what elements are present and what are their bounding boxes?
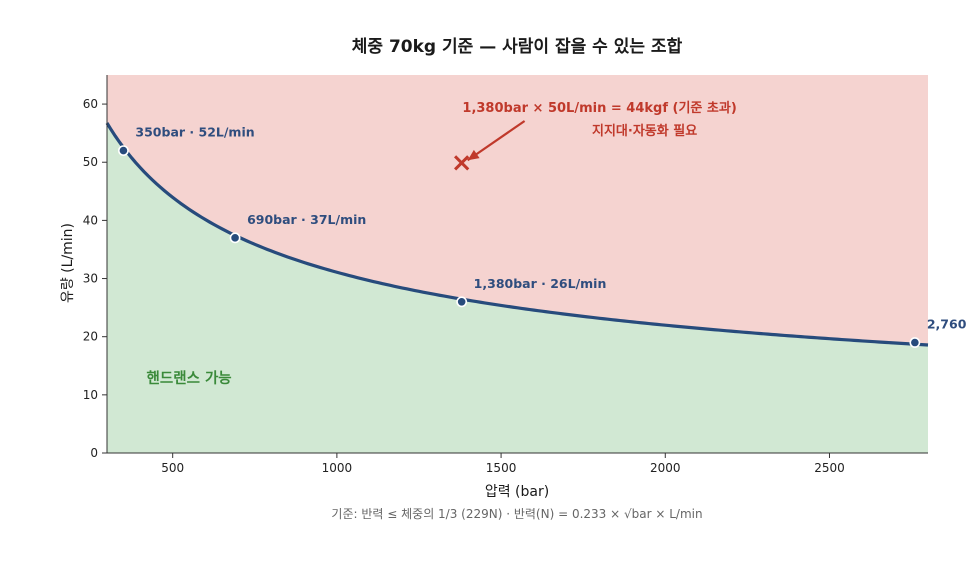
y-tick-label: 60 [83, 97, 98, 111]
annotation-line-2: 지지대·자동화 필요 [592, 123, 697, 139]
y-tick-label: 20 [83, 330, 98, 344]
y-tick-label: 30 [83, 272, 98, 286]
x-tick-label: 1000 [322, 461, 353, 475]
formula-note: 기준: 반력 ≤ 체중의 1/3 (229N) · 반력(N) = 0.233 … [331, 507, 702, 521]
y-tick-label: 50 [83, 155, 98, 169]
x-axis-label: 압력 (bar) [485, 484, 549, 500]
data-point-label: 350bar · 52L/min [135, 125, 254, 140]
y-tick-label: 10 [83, 388, 98, 402]
data-point-label: 1,380bar · 26L/min [474, 276, 607, 291]
y-tick-label: 40 [83, 213, 98, 227]
data-point [457, 297, 466, 306]
x-tick-label: 2000 [650, 461, 681, 475]
x-tick-label: 2500 [814, 461, 845, 475]
x-tick-label: 500 [161, 461, 184, 475]
annotation-line-1: 1,380bar × 50L/min = 44kgf (기준 초과) [462, 101, 736, 116]
chart-title: 체중 70kg 기준 — 사람이 잡을 수 있는 조합 [352, 36, 683, 57]
y-axis-label: 유량 (L/min) [60, 223, 76, 303]
data-point [230, 233, 239, 242]
data-point [119, 146, 128, 155]
data-point [910, 338, 919, 347]
exceed-marker: × [451, 148, 473, 178]
safe-region-label: 핸드랜스 가능 [147, 370, 232, 387]
x-tick-label: 1500 [486, 461, 517, 475]
plot-area: 500 1000 1500 2000 2500 0 10 20 30 40 50 60 350bar ·… [83, 75, 966, 475]
y-tick-label: 0 [90, 446, 98, 460]
data-point-label: 2,760bar · 19L/min [927, 317, 966, 332]
data-point-label: 690bar · 37L/min [247, 212, 366, 227]
